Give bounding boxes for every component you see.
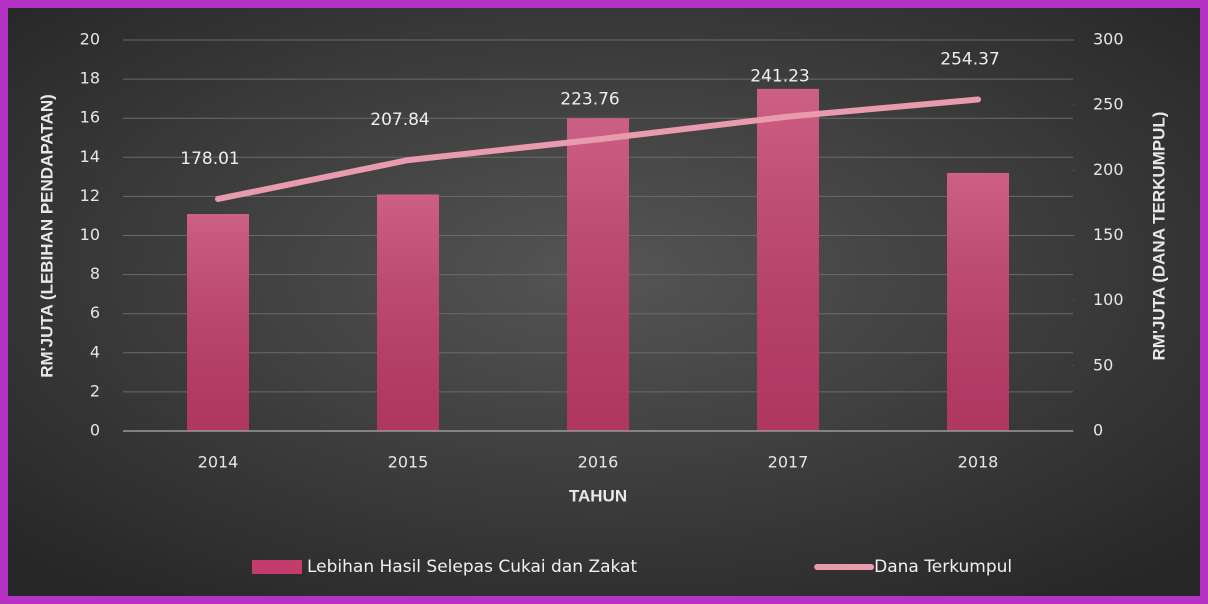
y-tick-label: 6 [90, 303, 100, 322]
y-tick-label: 20 [80, 30, 100, 49]
x-tick-label: 2018 [958, 453, 999, 472]
bar-shade [947, 172, 1009, 431]
legend-label: Lebihan Hasil Selepas Cukai dan Zakat [307, 557, 637, 577]
legend-label: Dana Terkumpul [874, 557, 1012, 577]
data-label: 178.01 [180, 149, 239, 169]
y-tick-label: 8 [90, 264, 100, 283]
y2-tick-label: 300 [1093, 30, 1124, 49]
y2-tick-label: 200 [1093, 160, 1124, 179]
x-tick-label: 2016 [578, 453, 619, 472]
y-tick-label: 12 [80, 186, 100, 205]
line [215, 96, 981, 202]
x-tick-label: 2015 [388, 453, 429, 472]
data-label: 241.23 [750, 67, 809, 87]
bar-shade [757, 88, 819, 431]
y-tick-label: 14 [80, 147, 100, 166]
y2-tick-label: 250 [1093, 95, 1124, 114]
y-tick-label: 4 [90, 342, 100, 361]
y-tick-label: 2 [90, 381, 100, 400]
bar-shade [567, 118, 629, 431]
x-tick-label: 2017 [768, 453, 809, 472]
bar-shade [377, 194, 439, 431]
y-tick-label: 10 [80, 225, 100, 244]
data-label: 207.84 [370, 110, 429, 130]
data-label: 254.37 [940, 49, 999, 69]
y2-tick-label: 150 [1093, 225, 1124, 244]
legend-swatch [252, 560, 302, 574]
x-axis-title: TAHUN [569, 486, 627, 505]
x-tick-label: 2014 [198, 453, 239, 472]
y-tick-label: 16 [80, 108, 100, 127]
y2-tick-label: 0 [1093, 421, 1103, 440]
y2-axis-title: RM'JUTA (DANA TERKUMPUL) [1149, 112, 1168, 361]
data-label: 223.76 [560, 89, 619, 109]
y-tick-label: 0 [90, 421, 100, 440]
y-axis-title: RM'JUTA (LEBIHAN PENDAPATAN) [37, 94, 56, 378]
bar-shade [187, 213, 249, 431]
y2-tick-label: 50 [1093, 355, 1113, 374]
y-tick-label: 18 [80, 69, 100, 88]
y2-tick-label: 100 [1093, 290, 1124, 309]
